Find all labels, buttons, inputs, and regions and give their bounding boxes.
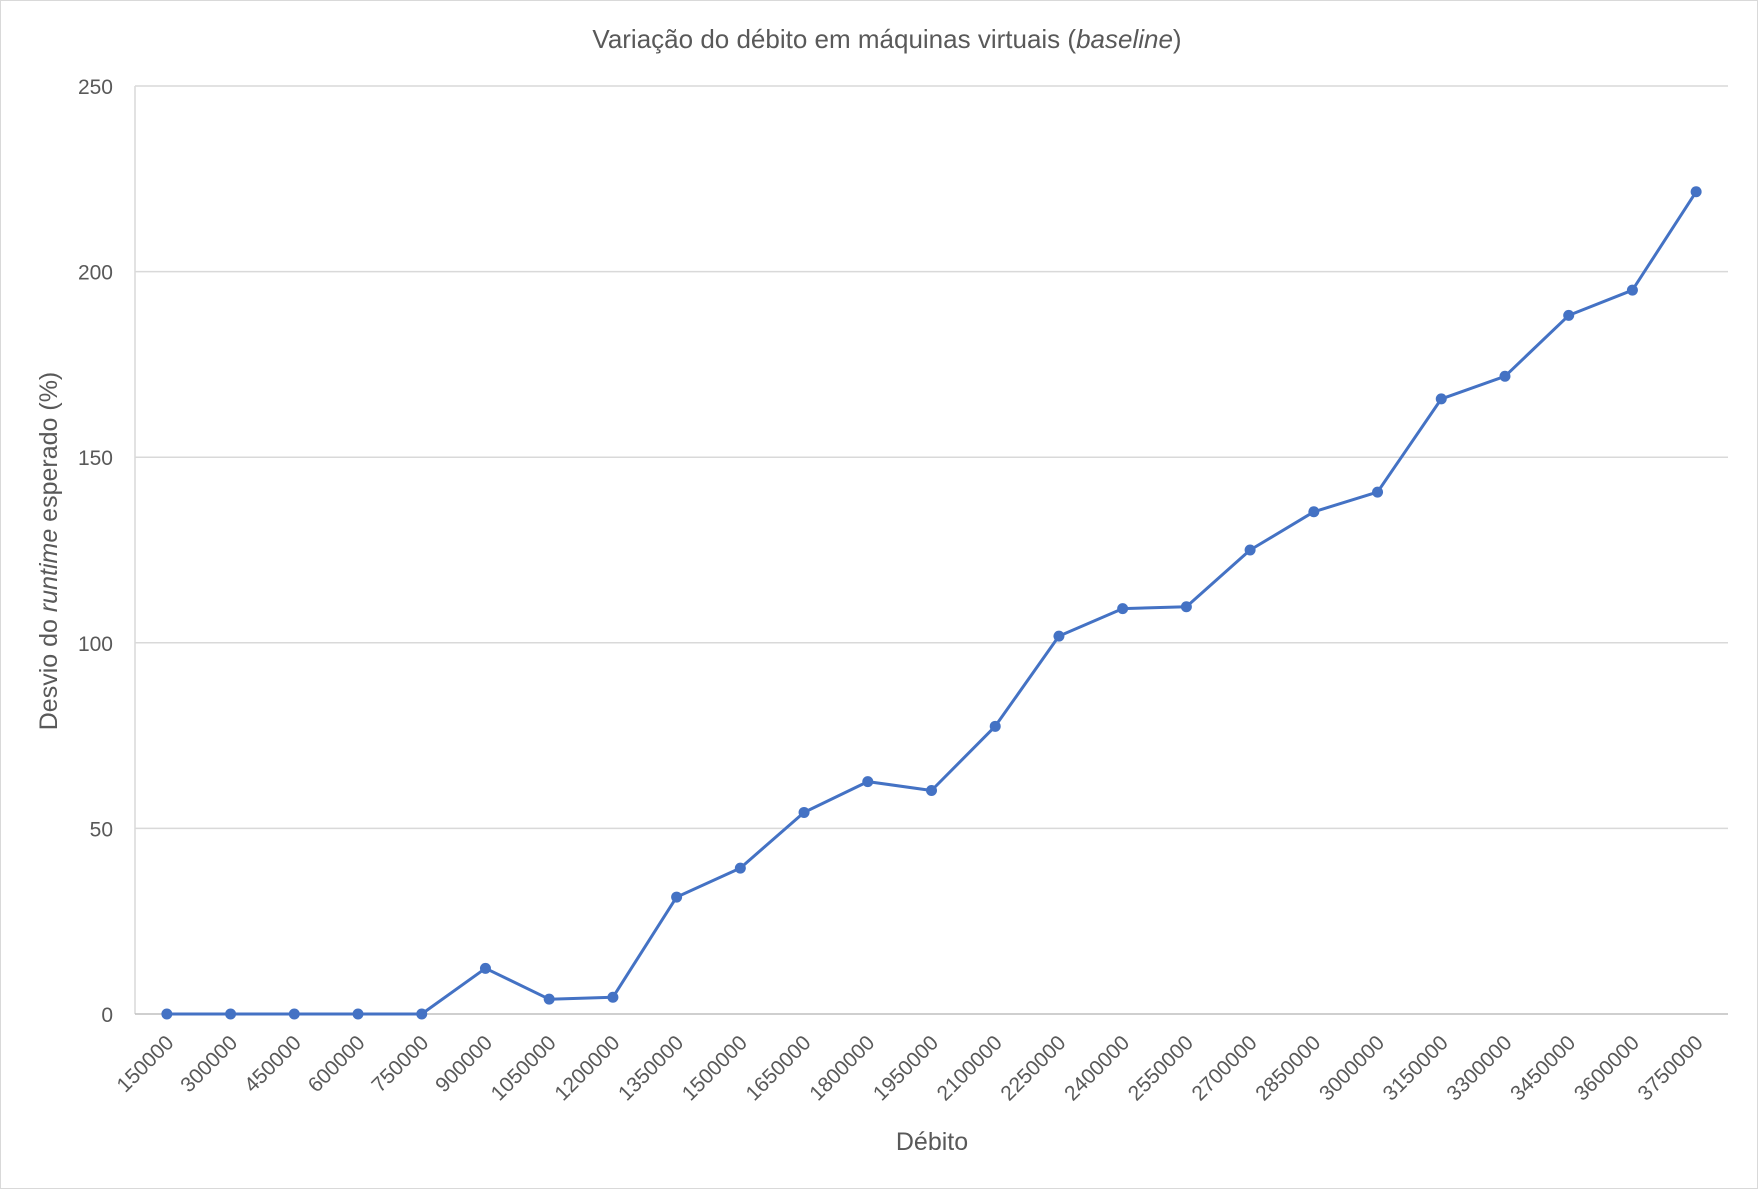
data-point — [1372, 486, 1384, 498]
x-tick-label: 2700000 — [1188, 1031, 1262, 1105]
data-point — [161, 1008, 173, 1020]
x-tick-label: 1650000 — [742, 1031, 816, 1105]
x-tick-label: 2400000 — [1060, 1031, 1134, 1105]
x-tick-label: 750000 — [367, 1031, 433, 1097]
y-tick-label: 150 — [78, 447, 113, 470]
x-tick-label: 2550000 — [1124, 1031, 1198, 1105]
x-tick-label: 3150000 — [1379, 1031, 1453, 1105]
data-point — [352, 1008, 364, 1020]
data-point — [1499, 370, 1511, 382]
data-point — [1180, 601, 1192, 613]
data-point — [288, 1008, 300, 1020]
data-point — [798, 806, 810, 818]
x-tick-label: 2100000 — [933, 1031, 1007, 1105]
series-line — [161, 186, 1702, 1020]
y-tick-label: 100 — [78, 633, 113, 656]
data-point — [479, 962, 491, 974]
data-point — [1563, 309, 1575, 321]
x-tick-label: 150000 — [113, 1031, 179, 1097]
x-tick-label: 600000 — [304, 1031, 370, 1097]
data-point — [607, 991, 619, 1003]
data-point — [1690, 186, 1702, 198]
data-point — [1435, 393, 1447, 405]
data-point — [543, 993, 555, 1005]
y-tick-label: 0 — [101, 1004, 113, 1027]
x-tick-label: 3600000 — [1570, 1031, 1644, 1105]
x-tick-label: 2850000 — [1251, 1031, 1325, 1105]
data-point — [734, 862, 746, 874]
data-point — [416, 1008, 428, 1020]
data-point — [1053, 630, 1065, 642]
chart-title: Variação do débito em máquinas virtuais … — [592, 24, 1181, 54]
gridlines — [135, 85, 1728, 830]
x-tick-label: 1050000 — [487, 1031, 561, 1105]
x-tick-label: 3300000 — [1442, 1031, 1516, 1105]
y-axis-label: Desvio do runtime esperado (%) — [35, 372, 63, 731]
x-tick-label: 300000 — [176, 1031, 242, 1097]
x-tick-label: 450000 — [240, 1031, 306, 1097]
data-point — [1626, 284, 1638, 296]
x-tick-label: 3450000 — [1506, 1031, 1580, 1105]
y-tick-label: 250 — [78, 76, 113, 99]
x-tick-label: 3750000 — [1634, 1031, 1708, 1105]
x-tick-label: 2250000 — [996, 1031, 1070, 1105]
x-tick-label: 1350000 — [614, 1031, 688, 1105]
x-tick-label: 1800000 — [805, 1031, 879, 1105]
data-point — [926, 785, 937, 797]
data-point — [671, 891, 683, 903]
x-tick-labels: 1500003000004500006000007500009000001050… — [113, 1031, 1708, 1105]
y-tick-label: 200 — [78, 262, 113, 285]
x-tick-label: 1500000 — [678, 1031, 752, 1105]
series-polyline — [166, 190, 1698, 1016]
data-point — [225, 1008, 237, 1020]
x-axis-label: Débito — [896, 1128, 968, 1156]
data-point — [989, 720, 1001, 732]
x-tick-label: 1950000 — [869, 1031, 943, 1105]
data-point — [1308, 506, 1320, 518]
data-point — [862, 776, 874, 788]
x-tick-label: 3000000 — [1315, 1031, 1389, 1105]
data-point — [1244, 544, 1256, 556]
data-point — [1117, 603, 1129, 615]
x-tick-label: 1200000 — [550, 1031, 624, 1105]
y-tick-labels: 0 50 100 150 200 250 — [78, 76, 113, 1027]
y-tick-label: 50 — [90, 818, 113, 841]
